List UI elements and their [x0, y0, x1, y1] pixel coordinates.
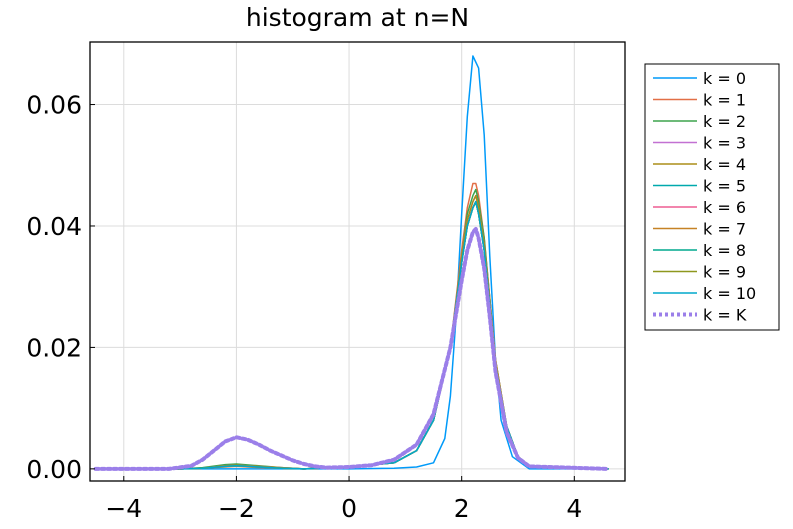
legend-label: k = K — [703, 306, 747, 325]
series-line-k-4 — [94, 194, 609, 470]
plot-area-frame — [89, 41, 626, 482]
legend-label: k = 1 — [703, 91, 746, 110]
y-tick-label: 0.02 — [26, 333, 82, 362]
series-line-k-8 — [94, 200, 609, 470]
legend-label: k = 5 — [703, 177, 746, 196]
series-line-k-3 — [94, 194, 609, 470]
legend-label: k = 2 — [703, 112, 746, 131]
legend-label: k = 9 — [703, 263, 746, 282]
y-tick-label: 0.06 — [26, 91, 82, 120]
legend-label: k = 7 — [703, 220, 746, 239]
legend-label: k = 0 — [703, 69, 746, 88]
series-line-k-7 — [94, 200, 609, 470]
y-tick-label: 0.00 — [26, 455, 82, 484]
x-tick-label: 4 — [566, 494, 582, 523]
grid — [90, 42, 625, 481]
legend-label: k = 3 — [703, 134, 746, 153]
series-line-k-10 — [94, 200, 609, 470]
x-tick-label: −2 — [218, 494, 255, 523]
x-tick-label: 2 — [454, 494, 470, 523]
legend-box — [644, 63, 780, 331]
x-tick-label: −4 — [105, 494, 142, 523]
series-group — [93, 55, 611, 471]
legend-label: k = 10 — [703, 284, 756, 303]
x-axis: −4 −2 0 2 4 — [105, 476, 582, 523]
legend-label: k = 6 — [703, 198, 746, 217]
series-line-k-6 — [94, 200, 609, 470]
y-axis: 0.00 0.02 0.04 0.06 — [26, 91, 95, 484]
series-line-k-5 — [94, 200, 609, 470]
x-tick-label: 0 — [341, 494, 357, 523]
series-line-k-0 — [94, 55, 609, 470]
y-tick-label: 0.04 — [26, 212, 82, 241]
chart-title: histogram at n=N — [246, 3, 469, 32]
legend-label: k = 4 — [703, 155, 746, 174]
series-line-k-2 — [94, 188, 609, 470]
legend-label: k = 8 — [703, 241, 746, 260]
legend: k = 0 k = 1 k = 2 k = 3 k = 4 k = 5 k = 6 k = 7… — [644, 63, 780, 331]
series-line-k-9 — [94, 200, 609, 470]
series-line-k-k — [93, 227, 611, 471]
